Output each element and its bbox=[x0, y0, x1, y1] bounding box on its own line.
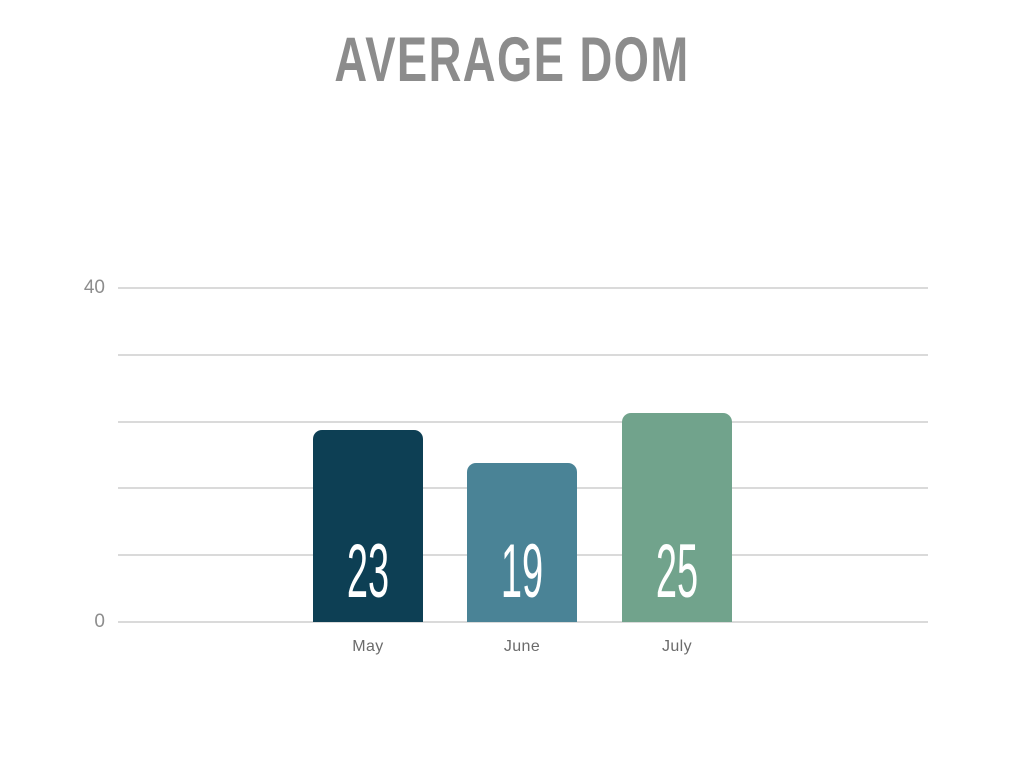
x-axis-category-label: July bbox=[661, 638, 693, 655]
bar: 19 bbox=[467, 463, 577, 622]
bar-value-label: 25 bbox=[655, 529, 699, 614]
y-axis-tick-label: 40 bbox=[83, 277, 105, 298]
bar-value-label: 19 bbox=[500, 528, 544, 614]
gridline bbox=[118, 621, 928, 623]
gridline bbox=[118, 287, 928, 289]
bar-value-label: 23 bbox=[346, 528, 390, 614]
bar: 25 bbox=[622, 413, 732, 622]
gridline bbox=[118, 353, 928, 356]
y-axis-tick-label: 0 bbox=[94, 611, 105, 632]
bar: 23 bbox=[313, 429, 423, 622]
x-axis-category-label: June bbox=[503, 638, 541, 655]
chart-title: AVERAGE DOM bbox=[334, 25, 690, 95]
x-axis-category-label: May bbox=[352, 638, 384, 655]
gridline bbox=[118, 420, 928, 423]
